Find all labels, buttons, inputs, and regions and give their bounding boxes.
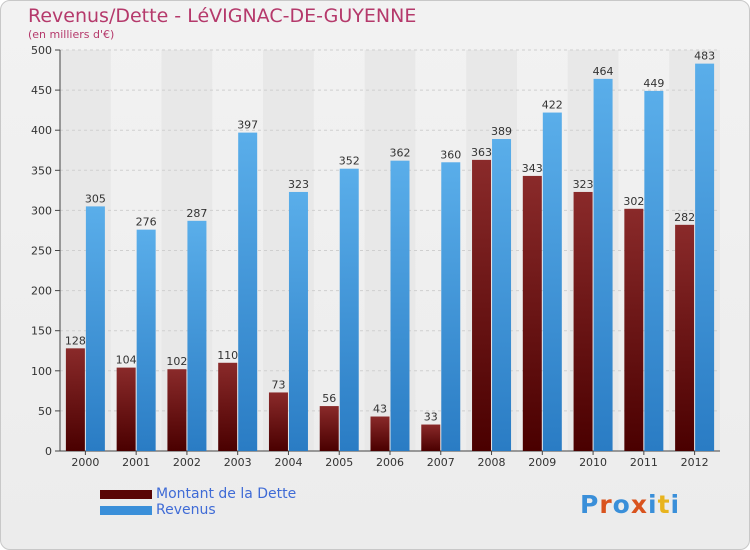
- bar-revenus: [238, 132, 258, 451]
- x-tick-label: 2006: [376, 456, 404, 469]
- logo-letter: i: [648, 490, 658, 519]
- x-tick-label: 2003: [224, 456, 252, 469]
- data-label: 362: [390, 147, 411, 160]
- legend-label-revenus: Revenus: [156, 502, 216, 518]
- y-tick-label: 300: [31, 204, 52, 217]
- data-label: 302: [623, 195, 644, 208]
- y-tick-label: 500: [31, 44, 52, 57]
- proxiti-logo: Proxiti: [580, 490, 680, 519]
- legend-swatch-revenus: [100, 506, 152, 515]
- chart-title: Revenus/Dette - LéVIGNAC-DE-GUYENNE: [28, 5, 417, 27]
- bar-revenus: [187, 220, 207, 451]
- chart-subtitle: (en milliers d'€): [28, 28, 115, 41]
- bar-debt: [116, 367, 136, 451]
- bar-debt: [218, 362, 238, 451]
- data-label: 352: [339, 155, 360, 168]
- bar-revenus: [695, 63, 715, 451]
- bars: [65, 63, 715, 452]
- data-label: 449: [643, 77, 664, 90]
- y-tick-label: 200: [31, 285, 52, 298]
- bar-revenus: [492, 139, 512, 451]
- bar-debt: [675, 224, 695, 451]
- bar-revenus: [644, 90, 664, 451]
- logo-letter: o: [612, 490, 631, 519]
- data-label: 128: [65, 334, 86, 347]
- data-label: 33: [424, 411, 438, 424]
- axes: 0 50 100 150 200 250 300 350 400 450 500 2000 2001 20…: [31, 44, 720, 469]
- logo-letter: x: [630, 490, 648, 519]
- data-label: 323: [288, 178, 309, 191]
- data-label: 323: [573, 178, 594, 191]
- y-tick-label: 150: [31, 325, 52, 338]
- bar-debt: [65, 348, 85, 451]
- data-label: 343: [522, 162, 543, 175]
- bar-debt: [624, 208, 644, 451]
- y-tick-label: 50: [38, 405, 52, 418]
- bar-debt: [573, 191, 593, 452]
- y-tick-label: 400: [31, 124, 52, 137]
- logo-letter: t: [657, 490, 671, 519]
- data-label: 282: [674, 211, 695, 224]
- data-labels: 128 104 102 110 73 56 43 33 363 343 323 302 282 305 27…: [65, 50, 715, 424]
- data-label: 397: [237, 119, 258, 132]
- data-label: 56: [322, 392, 336, 405]
- x-tick-label: 2009: [528, 456, 556, 469]
- x-tick-label: 2008: [478, 456, 506, 469]
- logo-letter: i: [670, 490, 681, 519]
- data-label: 104: [116, 354, 137, 367]
- bar-debt: [167, 369, 187, 451]
- x-tick-label: 2010: [579, 456, 607, 469]
- legend-label-debt: Montant de la Dette: [156, 486, 297, 502]
- x-tick-label: 2007: [427, 456, 455, 469]
- bar-revenus: [339, 168, 359, 452]
- data-label: 363: [471, 146, 492, 159]
- y-tick-label: 350: [31, 164, 52, 177]
- x-tick-label: 2002: [173, 456, 201, 469]
- data-label: 73: [271, 378, 285, 391]
- bar-revenus: [288, 191, 308, 452]
- data-label: 102: [166, 355, 187, 368]
- bar-debt: [319, 406, 339, 451]
- bar-debt: [522, 175, 542, 451]
- x-tick-label: 2001: [122, 456, 150, 469]
- bar-debt: [268, 392, 288, 451]
- bar-revenus: [593, 78, 613, 451]
- bar-revenus: [441, 162, 461, 451]
- x-tick-label: 2004: [274, 456, 302, 469]
- x-tick-label: 2000: [71, 456, 99, 469]
- data-label: 422: [542, 99, 563, 112]
- bar-revenus: [136, 229, 156, 451]
- y-tick-label: 250: [31, 245, 52, 258]
- bar-revenus: [390, 160, 410, 451]
- x-tick-label: 2011: [630, 456, 658, 469]
- legend-swatch-debt: [100, 490, 152, 499]
- y-tick-label: 0: [45, 445, 52, 458]
- y-tick-label: 450: [31, 84, 52, 97]
- data-label: 110: [217, 349, 238, 362]
- x-tick-label: 2005: [325, 456, 353, 469]
- logo-letter: P: [580, 490, 600, 519]
- data-label: 360: [440, 148, 461, 161]
- x-tick-label: 2012: [681, 456, 709, 469]
- bar-debt: [472, 159, 492, 451]
- bar-revenus: [542, 112, 562, 451]
- data-label: 287: [186, 207, 207, 220]
- grid-lines: [60, 49, 720, 452]
- data-label: 276: [136, 216, 157, 229]
- y-tick-label: 100: [31, 365, 52, 378]
- data-label: 305: [85, 192, 106, 205]
- bar-revenus: [85, 206, 105, 451]
- data-label: 464: [593, 65, 614, 78]
- data-label: 43: [373, 403, 387, 416]
- bar-debt: [421, 424, 441, 451]
- data-label: 483: [694, 50, 715, 63]
- logo-letter: r: [599, 490, 613, 519]
- data-label: 389: [491, 125, 512, 138]
- bar-debt: [370, 416, 390, 451]
